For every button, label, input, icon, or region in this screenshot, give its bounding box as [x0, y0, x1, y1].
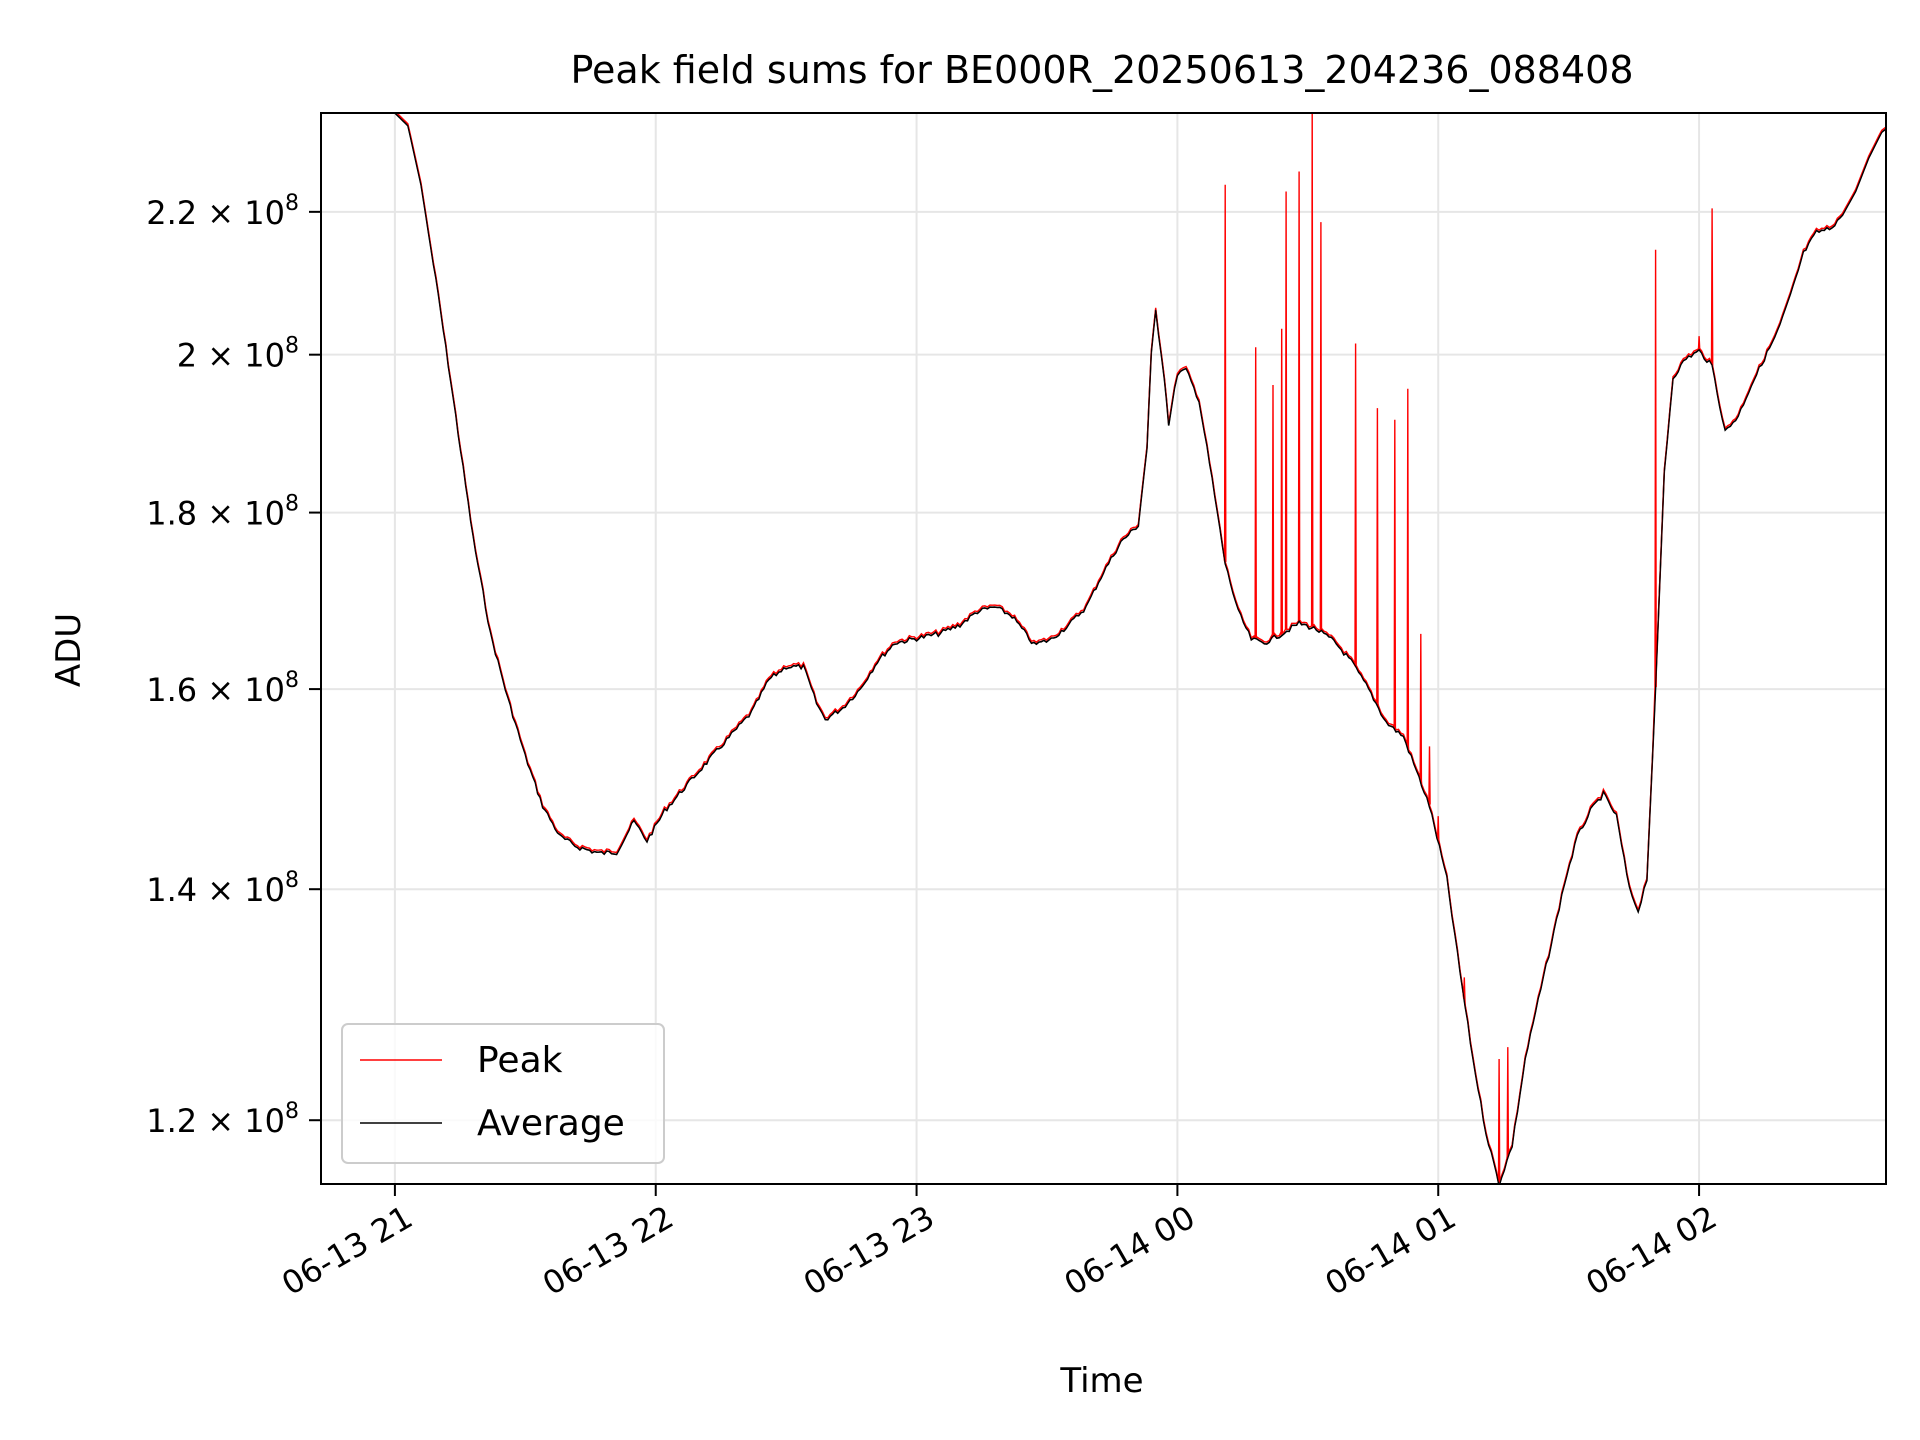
y-tick-exponent: 8	[285, 868, 299, 893]
plot-area	[320, 112, 1887, 1185]
y-tick-label: 1.2 × 108	[146, 1099, 299, 1140]
y-tick-exponent: 8	[285, 334, 299, 359]
legend-box	[341, 1023, 665, 1164]
y-tick-base: × 10	[197, 671, 285, 709]
y-tick-label: 2 × 108	[177, 334, 299, 375]
y-tick-base: × 10	[197, 495, 285, 533]
y-tick-exponent: 8	[285, 191, 299, 216]
y-tick-exponent: 8	[285, 1099, 299, 1124]
y-tick-mantissa: 2.2	[146, 194, 197, 232]
y-tick-base: × 10	[197, 1102, 285, 1140]
y-tick-exponent: 8	[285, 492, 299, 517]
x-axis-label: Time	[1059, 1361, 1143, 1401]
y-tick-label: 1.8 × 108	[146, 492, 299, 533]
y-tick-base: × 10	[197, 194, 285, 232]
y-tick-mantissa: 2	[177, 337, 197, 375]
y-tick-exponent: 8	[285, 668, 299, 693]
legend-label-peak: Peak	[477, 1040, 563, 1081]
y-tick-label: 1.4 × 108	[146, 868, 299, 909]
series-line-average-overlay	[321, 113, 1886, 1184]
plot-frame	[320, 112, 1887, 1185]
y-tick-mantissa: 1.6	[146, 671, 197, 709]
y-tick-mantissa: 1.4	[146, 871, 197, 909]
y-tick-base: × 10	[197, 337, 285, 375]
y-tick-mantissa: 1.8	[146, 495, 197, 533]
y-tick-base: × 10	[197, 871, 285, 909]
y-tick-mantissa: 1.2	[146, 1102, 197, 1140]
y-tick-label: 1.6 × 108	[146, 668, 299, 709]
legend-label-average: Average	[477, 1103, 625, 1144]
chart-title: Peak field sums for BE000R_20250613_2042…	[570, 48, 1633, 92]
legend: Peak Average	[341, 1023, 665, 1164]
y-axis-label: ADU	[49, 613, 89, 687]
y-tick-label: 2.2 × 108	[146, 191, 299, 232]
